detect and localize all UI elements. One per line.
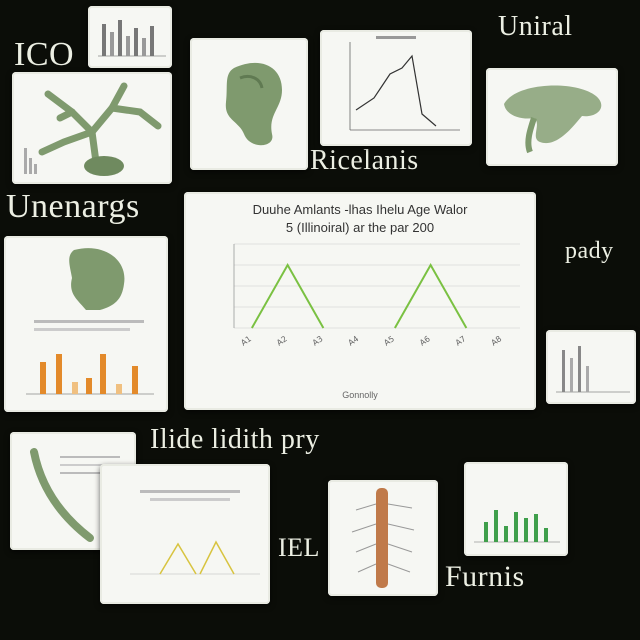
caption-mid-lower: Ilide lidith pry (150, 424, 320, 455)
x-tick-label: A8 (489, 334, 503, 347)
x-tick-label: A6 (418, 334, 432, 347)
caption-top-left: ICO (14, 36, 75, 73)
x-tick-label: A1 (239, 334, 253, 347)
thumb-bar-chart-right-graphic (556, 346, 630, 393)
branch-specimen-image (24, 82, 162, 176)
line-chart-thumb (349, 36, 460, 131)
thumb-bar-chart-top-graphic (98, 20, 166, 57)
thumb-green-bar-chart (464, 462, 568, 556)
stalk-specimen-image (30, 448, 120, 542)
line-chart-card (320, 30, 472, 146)
x-tick-label: A2 (275, 334, 289, 347)
thumb-green-bar-chart-graphic (474, 510, 560, 543)
head-specimen-graphic (26, 248, 154, 395)
caption-bottom-right: Furnis (445, 560, 525, 593)
caption-top-right: Uniral (498, 11, 573, 42)
caption-left: Unenargs (6, 188, 140, 225)
main-chart-card: Duuhe Amlants -lhas Ihelu Age Walor 5 (I… (184, 192, 536, 410)
thumb-bar-chart-top (88, 6, 172, 68)
specimen-3d-card (486, 68, 618, 166)
caption-mid: Ricelanis (310, 145, 419, 176)
series-line-2 (394, 262, 468, 329)
head-specimen-card (4, 236, 168, 412)
specimen-branch-card (12, 72, 172, 184)
thumb-triangle-chart-graphic (130, 490, 260, 575)
main-line-chart: A1 A2 A3 A4 A5 A6 A7 A8 (233, 243, 520, 348)
organ-specimen-image (225, 62, 282, 146)
chart-title: Duuhe Amlants -lhas Ihelu Age Walor (252, 202, 468, 217)
x-tick-label: A4 (346, 334, 360, 347)
caption-bottom-left: IEL (278, 533, 320, 562)
organ-3d-image (504, 85, 602, 154)
caption-right: pady (565, 238, 614, 264)
thumb-triangle-chart (100, 464, 270, 604)
x-tick-label: A7 (454, 334, 468, 347)
series-line-1 (251, 262, 325, 329)
specimen-organ-card (190, 38, 308, 170)
spine-specimen-image (351, 488, 415, 588)
chart-subtitle: 5 (Illinoiral) ar the par 200 (285, 220, 435, 235)
thumb-bar-chart-right (546, 330, 636, 404)
x-axis-title: Gonnolly (342, 390, 378, 400)
spine-specimen-card (328, 480, 438, 596)
x-tick-label: A3 (311, 334, 325, 347)
x-tick-label: A5 (382, 334, 396, 347)
